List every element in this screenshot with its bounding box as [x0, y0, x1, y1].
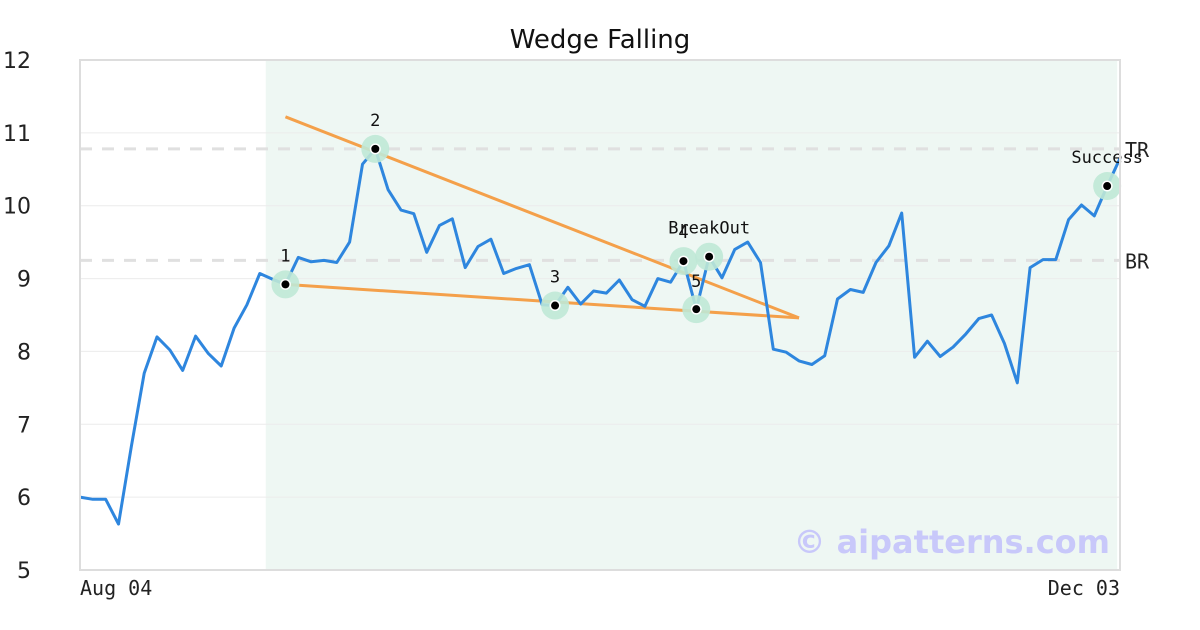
watermark: © aipatterns.com: [793, 523, 1110, 561]
plot-frame: [79, 59, 1121, 571]
y-tick-label: 10: [3, 195, 31, 220]
point-label: 3: [550, 268, 560, 288]
y-tick-label: 12: [3, 49, 31, 74]
point-dot: [692, 305, 701, 314]
y-axis-ticks: 5 6 7 8 9 10 11 12: [3, 49, 31, 584]
level-lines: TR BR: [80, 138, 1150, 273]
x-tick-label: Aug 04: [80, 576, 152, 600]
point-label: BreakOut: [668, 219, 750, 239]
point-dot: [1103, 182, 1112, 191]
level-label: TR: [1125, 138, 1150, 162]
point-dot: [705, 252, 714, 261]
pattern-points: 1 2 3 4 5 BreakOut Success: [271, 111, 1143, 324]
point-label: 4: [678, 223, 688, 243]
x-tick-label: Dec 03: [1048, 576, 1120, 600]
point-label: 5: [691, 272, 701, 292]
point-dot: [371, 144, 380, 153]
point-dot: [281, 280, 290, 289]
point-label: Success: [1071, 148, 1143, 168]
y-tick-label: 7: [17, 413, 31, 438]
point-dot: [551, 301, 560, 310]
y-tick-label: 11: [3, 122, 31, 147]
y-tick-label: 5: [17, 559, 31, 584]
level-label: BR: [1125, 249, 1150, 273]
y-tick-label: 9: [17, 268, 31, 293]
y-tick-label: 8: [17, 340, 31, 365]
point-label: 1: [280, 246, 290, 266]
point-dot: [679, 257, 688, 266]
chart-title: Wedge Falling: [510, 25, 691, 55]
price-line: [79, 147, 1122, 526]
point-label: 2: [370, 111, 380, 131]
y-tick-label: 6: [17, 486, 31, 511]
x-axis-ticks: Aug 04 Dec 03: [80, 576, 1120, 600]
